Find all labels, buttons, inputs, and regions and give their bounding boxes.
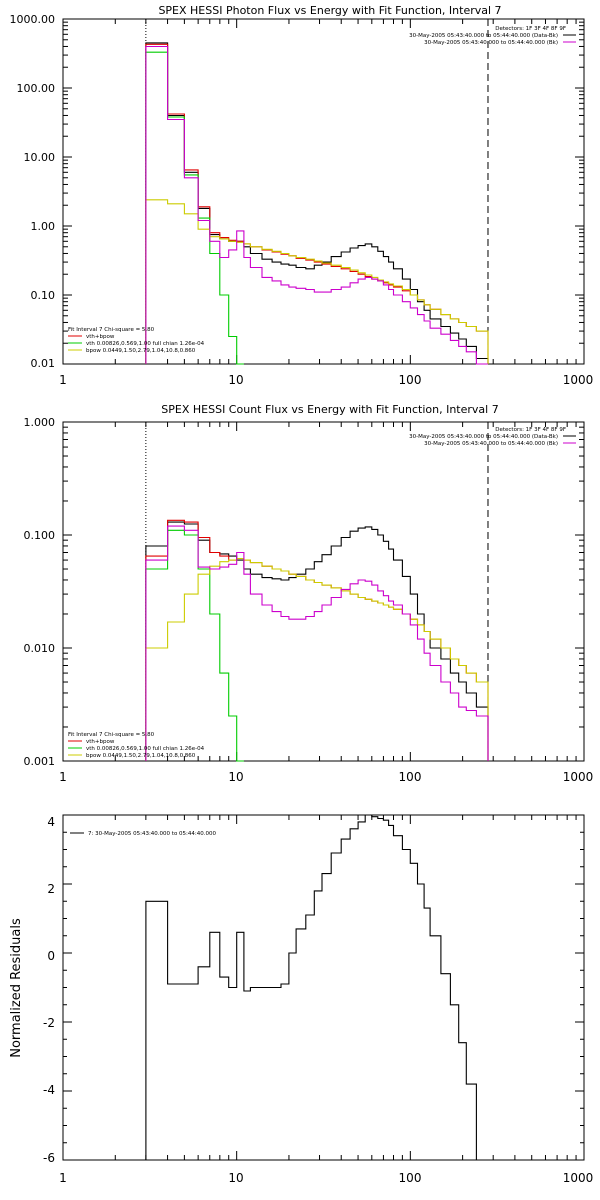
photon-axis-ticks xyxy=(62,18,584,365)
y-tick-label: -2 xyxy=(43,1016,55,1030)
photon-legend-left: Fit Interval 7 Chi-square = 5.80 vth+bpo… xyxy=(68,327,205,354)
y-tick-label: 1000.00 xyxy=(10,13,56,26)
legend-entry: vth 0.00826,0.569,1.00 full chian 1.26e-… xyxy=(86,341,205,347)
photon-plot-frame xyxy=(62,18,585,365)
residuals-y-tick-labels: 4 2 0 -2 -4 -6 xyxy=(43,815,55,1165)
x-tick-label: 100 xyxy=(399,1171,422,1185)
count-axis-ticks xyxy=(62,421,584,762)
residuals-series xyxy=(145,814,488,1161)
y-tick-label: 0.10 xyxy=(31,289,56,302)
y-tick-label: 0.001 xyxy=(24,755,56,768)
x-tick-label: 1000 xyxy=(563,373,594,387)
legend-entry: 30-May-2005 05:43:40.000 to 05:44:40.000… xyxy=(409,434,558,440)
count-y-tick-labels: 1.000 0.100 0.010 0.001 xyxy=(24,416,56,768)
photon-series xyxy=(145,42,489,365)
x-tick-label: 100 xyxy=(399,770,422,784)
residuals-legend: 7: 30-May-2005 05:43:40.000 to 05:44:40.… xyxy=(70,831,217,837)
residuals-panel: Normalized Residuals 4 2 0 -2 -4 -6 1 10… xyxy=(9,814,593,1185)
x-tick-label: 10 xyxy=(228,770,243,784)
series-total-line xyxy=(145,814,488,1161)
legend-entry: vth 0.00826,0.569,1.00 full chian 1.26e-… xyxy=(86,746,205,752)
y-tick-label: 2 xyxy=(47,882,55,896)
series-bk-line xyxy=(145,45,488,365)
detectors-label: Detectors: 1F 3F 4F 8F 9F xyxy=(495,427,566,433)
series-bk-line xyxy=(145,525,489,761)
legend-entry: 7: 30-May-2005 05:43:40.000 to 05:44:40.… xyxy=(88,831,217,837)
count-x-tick-labels: 1 10 100 1000 xyxy=(59,770,593,784)
x-tick-label: 10 xyxy=(228,373,243,387)
count-series xyxy=(145,519,489,762)
count-flux-panel: SPEX HESSI Count Flux vs Energy with Fit… xyxy=(24,403,594,784)
legend-entry: bpow 0.0449,1.50,2.79,1.04,10.8,0.860 xyxy=(86,348,196,354)
legend-entry: bpow 0.0449,1.50,2.79,1.04,10.8,0.860 xyxy=(86,753,196,759)
legend-entry: vth+bpow xyxy=(86,334,115,340)
y-tick-label: 0.010 xyxy=(24,642,56,655)
residuals-x-tick-labels: 1 10 100 1000 xyxy=(59,1171,593,1185)
x-tick-label: 10 xyxy=(228,1171,243,1185)
residuals-y-axis-label: Normalized Residuals xyxy=(9,918,24,1058)
detectors-label: Detectors: 1F 3F 4F 8F 9F xyxy=(495,26,566,32)
y-tick-label: 10.00 xyxy=(24,151,56,164)
legend-entry: 30-May-2005 05:43:40.000 to 05:44:40.000… xyxy=(409,33,558,39)
x-tick-label: 1000 xyxy=(563,1171,594,1185)
photon-flux-panel: SPEX HESSI Photon Flux vs Energy with Fi… xyxy=(10,4,594,387)
count-legend-left: Fit Interval 7 Chi-square = 5.80 vth+bpo… xyxy=(68,732,205,759)
y-tick-label: 1.000 xyxy=(24,416,56,429)
series-bpow-line xyxy=(145,199,489,364)
x-tick-label: 1 xyxy=(59,770,67,784)
y-tick-label: 0 xyxy=(47,949,55,963)
y-tick-label: 0.100 xyxy=(24,529,56,542)
count-flux-title: SPEX HESSI Count Flux vs Energy with Fit… xyxy=(161,403,498,416)
photon-legend-right: Detectors: 1F 3F 4F 8F 9F 30-May-2005 05… xyxy=(409,26,576,46)
legend-entry: vth+bpow xyxy=(86,739,115,745)
x-tick-label: 1000 xyxy=(563,770,594,784)
y-tick-label: 0.01 xyxy=(31,357,56,370)
legend-entry: Fit Interval 7 Chi-square = 5.80 xyxy=(68,732,155,738)
y-tick-label: -4 xyxy=(43,1083,55,1097)
y-tick-label: -6 xyxy=(43,1151,55,1165)
x-tick-label: 1 xyxy=(59,1171,67,1185)
photon-y-tick-labels: 1000.00 100.00 10.00 1.00 0.10 0.01 xyxy=(10,13,56,370)
y-tick-label: 4 xyxy=(47,815,55,829)
legend-entry: Fit Interval 7 Chi-square = 5.80 xyxy=(68,327,155,333)
count-legend-right: Detectors: 1F 3F 4F 8F 9F 30-May-2005 05… xyxy=(409,427,576,447)
x-tick-label: 100 xyxy=(399,373,422,387)
y-tick-label: 100.00 xyxy=(17,82,56,95)
legend-entry: 30-May-2005 05:43:40.000 to 05:44:40.000… xyxy=(424,40,558,46)
photon-flux-title: SPEX HESSI Photon Flux vs Energy with Fi… xyxy=(158,4,501,17)
x-tick-label: 1 xyxy=(59,373,67,387)
count-plot-frame xyxy=(62,421,585,762)
legend-entry: 30-May-2005 05:43:40.000 to 05:44:40.000… xyxy=(424,441,558,447)
photon-x-tick-labels: 1 10 100 1000 xyxy=(59,373,593,387)
y-tick-label: 1.00 xyxy=(31,220,56,233)
